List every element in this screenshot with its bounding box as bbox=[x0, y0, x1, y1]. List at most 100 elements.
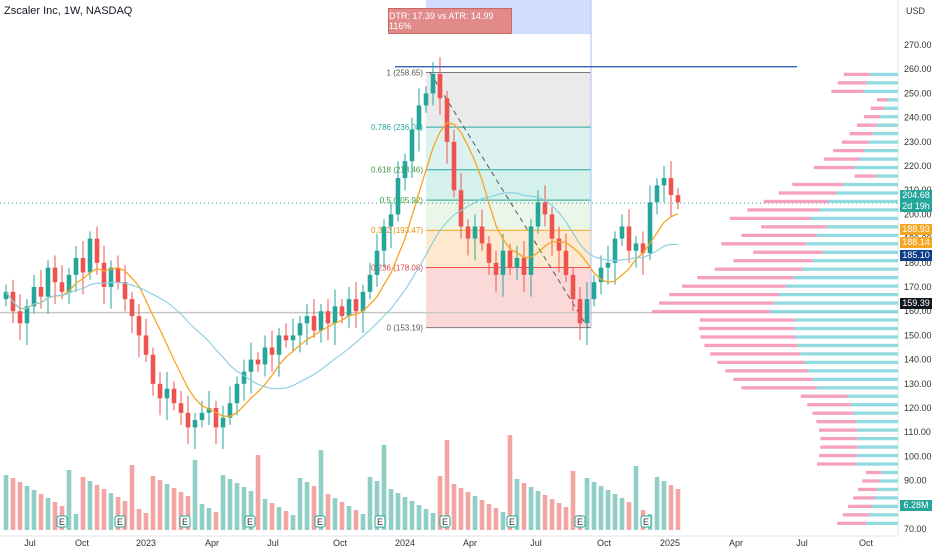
vp-down-bar bbox=[843, 72, 870, 77]
y-tick-label: 130.00 bbox=[904, 379, 932, 389]
candle-body bbox=[276, 335, 282, 355]
vp-up-bar bbox=[785, 284, 898, 288]
candle-body bbox=[38, 287, 44, 297]
vp-up-bar bbox=[822, 250, 898, 254]
ma-fast-line bbox=[5, 122, 679, 417]
vp-down-bar bbox=[725, 369, 809, 373]
vp-down-bar bbox=[682, 284, 786, 288]
earnings-marker bbox=[244, 515, 256, 528]
candle-body bbox=[647, 202, 653, 254]
candle-body bbox=[318, 311, 324, 331]
volume-bar bbox=[500, 512, 506, 530]
vp-down-bar bbox=[823, 157, 860, 161]
candle-body bbox=[486, 243, 492, 263]
vp-down-bar bbox=[816, 462, 856, 466]
candle-body bbox=[59, 282, 65, 292]
candle-body bbox=[234, 383, 240, 404]
vp-down-bar bbox=[741, 233, 817, 237]
candle-body bbox=[171, 388, 177, 404]
fib-label: 0 (153.19) bbox=[387, 324, 424, 333]
vp-down-bar bbox=[714, 267, 803, 271]
candle-body bbox=[542, 202, 548, 215]
candle-body bbox=[143, 335, 149, 355]
earnings-marker-label: E bbox=[317, 517, 323, 527]
earnings-marker bbox=[56, 515, 68, 528]
vp-up-bar bbox=[857, 445, 898, 449]
volume-bar bbox=[234, 483, 240, 530]
vp-down-bar bbox=[800, 394, 848, 398]
vp-down-bar bbox=[870, 106, 884, 110]
volume-bar bbox=[549, 499, 555, 530]
vp-up-bar bbox=[797, 343, 898, 348]
vp-down-bar bbox=[849, 132, 873, 136]
volume-bar bbox=[528, 487, 534, 530]
y-tick-label: 70.00 bbox=[904, 524, 927, 534]
candle-body bbox=[108, 267, 114, 287]
candle-body bbox=[500, 250, 506, 275]
volume-bar bbox=[535, 491, 541, 530]
volume-bar bbox=[353, 510, 359, 530]
volume-bar bbox=[465, 492, 471, 530]
volume-bar bbox=[171, 488, 177, 530]
candle-body bbox=[402, 161, 408, 179]
volume-bar bbox=[255, 455, 261, 530]
candle-body bbox=[185, 412, 191, 428]
candle-body bbox=[374, 250, 380, 275]
volume-bar bbox=[94, 485, 100, 530]
volume-bar bbox=[115, 497, 121, 530]
x-tick-label: 2024 bbox=[395, 538, 415, 548]
vp-down-bar bbox=[763, 199, 829, 204]
earnings-marker-label: E bbox=[117, 517, 123, 527]
candle-body bbox=[17, 311, 23, 324]
earnings-marker bbox=[439, 515, 451, 528]
vp-down-bar bbox=[863, 115, 881, 119]
earnings-marker-label: E bbox=[509, 517, 515, 527]
candle-body bbox=[206, 408, 212, 413]
candle-body bbox=[535, 202, 541, 227]
vp-up-bar bbox=[835, 191, 898, 195]
volume-bar bbox=[479, 500, 485, 530]
candle-body bbox=[549, 214, 555, 239]
candle-body bbox=[52, 267, 58, 283]
candle-body bbox=[150, 354, 156, 384]
volume-bar bbox=[472, 496, 478, 530]
volume-bar bbox=[318, 450, 324, 530]
vp-down-bar bbox=[819, 453, 857, 458]
vp-up-bar bbox=[876, 123, 898, 127]
vp-down-bar bbox=[812, 411, 854, 415]
earnings-marker bbox=[114, 515, 126, 528]
y-tick-label: 180.00 bbox=[904, 258, 932, 268]
vp-up-bar bbox=[872, 504, 898, 509]
vp-up-bar bbox=[770, 309, 898, 314]
volume-bar bbox=[262, 499, 268, 530]
volume-bar bbox=[416, 505, 422, 530]
earnings-marker bbox=[374, 515, 386, 528]
candle-body bbox=[45, 267, 51, 297]
candle-body bbox=[654, 185, 660, 203]
candle-body bbox=[612, 238, 618, 263]
candle-body bbox=[346, 299, 352, 317]
earnings-marker bbox=[506, 515, 518, 528]
vp-down-bar bbox=[848, 504, 873, 509]
volume-bar bbox=[108, 493, 114, 530]
candle-body bbox=[262, 347, 268, 365]
volume-bar bbox=[556, 503, 562, 530]
vp-up-bar bbox=[857, 436, 898, 441]
candle-body bbox=[591, 282, 597, 300]
candle-body bbox=[584, 299, 590, 324]
vp-up-bar bbox=[856, 428, 898, 432]
candle-body bbox=[451, 141, 457, 191]
vp-up-bar bbox=[828, 199, 898, 204]
vp-up-bar bbox=[812, 259, 898, 263]
vp-up-bar bbox=[879, 479, 898, 483]
volume-bar bbox=[430, 513, 436, 530]
dtr-info-box: DTR: 17.39 vs ATR: 14.99 116% bbox=[388, 8, 512, 34]
x-tick-label: Oct bbox=[75, 538, 90, 548]
fib-band bbox=[426, 72, 591, 128]
volume-bar bbox=[584, 478, 590, 530]
candle-body bbox=[416, 105, 422, 130]
candle-body bbox=[493, 262, 499, 275]
vp-up-bar bbox=[847, 394, 898, 398]
volume-bar bbox=[178, 492, 184, 530]
